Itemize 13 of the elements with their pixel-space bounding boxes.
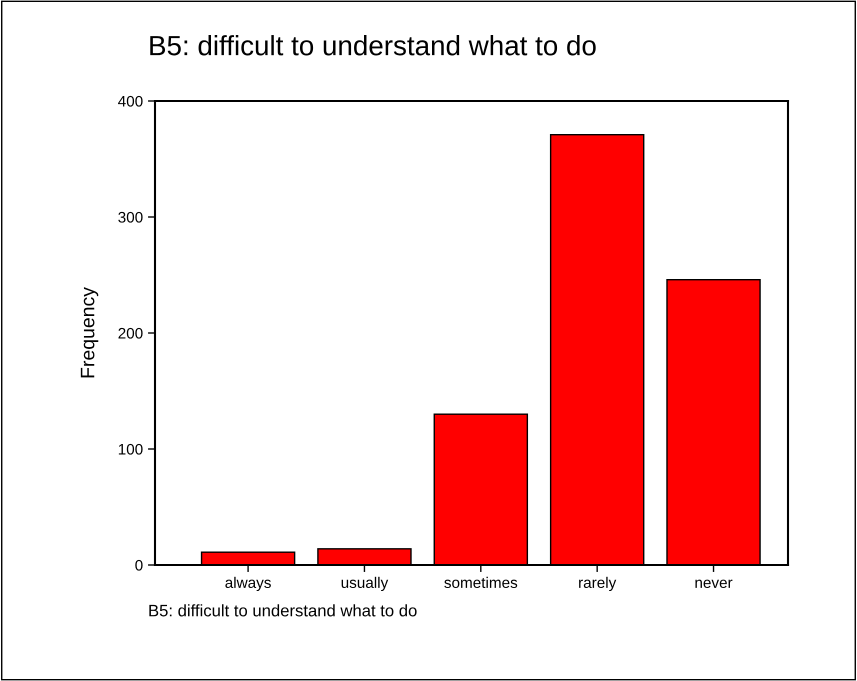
x-tick-label: sometimes (444, 576, 518, 588)
y-tick-label: 0 (135, 560, 143, 571)
x-tick-label: rarely (579, 576, 616, 592)
chart-title: B5: difficult to understand what to do (150, 35, 596, 56)
x-tick-label: never (695, 580, 732, 588)
x-tick-label: usually (342, 576, 388, 592)
y-axis-title: Frequency (80, 287, 98, 378)
x-tick-label: always (225, 576, 271, 592)
y-tick-label: 400 (118, 96, 143, 107)
y-tick-label: 100 (118, 444, 143, 455)
y-tick-label: 200 (118, 328, 143, 339)
text: B5: difficult to understand what to do (149, 604, 417, 616)
y-tick-label: 300 (118, 212, 143, 223)
